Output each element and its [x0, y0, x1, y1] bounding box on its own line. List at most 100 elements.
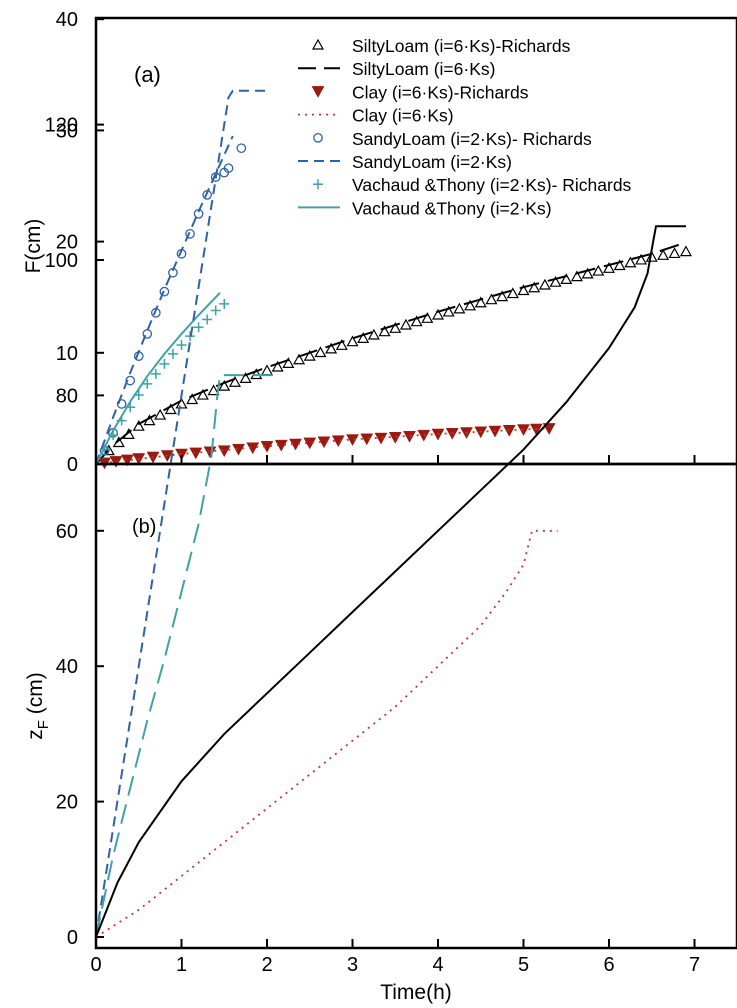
panel-b-ytick-label: 60	[56, 521, 78, 543]
panel-b-ylabel: zF (cm)	[24, 672, 52, 740]
panel-a-series-0-point	[357, 332, 370, 343]
panel-a-series-0-point	[657, 249, 670, 260]
panel-a-series-0-point	[175, 397, 188, 409]
panel-b-xtick-label: 6	[603, 954, 614, 976]
panel-a-series-2-point	[203, 446, 217, 459]
legend-marker-2	[311, 86, 325, 98]
panel-b-ytick-label: 100	[45, 250, 78, 272]
panel-a-series-0-point	[679, 245, 692, 257]
panel-a-series-6-point	[219, 298, 230, 309]
panel-b-xlabel: Time(h)	[380, 981, 452, 1004]
panel-a-series-0-point	[378, 325, 391, 337]
legend-marker-6	[313, 179, 323, 190]
panel-a-series-5-line	[95, 135, 234, 465]
panel-b-series-1-line	[95, 374, 276, 938]
legend-label-5: SandyLoam (i=2·Ks)	[352, 152, 512, 172]
panel-a-series-2-point	[388, 432, 402, 444]
panel-a-series-0-point	[260, 364, 274, 376]
panel-a-series-2-point	[542, 423, 556, 435]
panel-a-series-0-point	[207, 384, 220, 396]
panel-a-series-0-point	[410, 315, 423, 327]
panel-b-ytick-label: 40	[56, 656, 78, 678]
panel-b-frame	[94, 462, 737, 950]
ylabel-sub: F	[35, 720, 52, 729]
panel-b-series-3-line	[95, 529, 558, 938]
panel-a-series-6-point	[142, 378, 153, 389]
panel-a-series-0-point	[346, 335, 359, 347]
panel-a-series-4-point	[185, 228, 195, 239]
legend-label-6: Vachaud &Thony (i=2·Ks)- Richards	[352, 175, 632, 195]
ylabel-tail: (cm)	[24, 672, 47, 720]
panel-a-series-0-point	[389, 322, 402, 333]
panel-b-xtick-label: 2	[261, 954, 272, 976]
panel-a-series-0-point	[282, 357, 295, 368]
legend-label-0: SiltyLoam (i=6·Ks)-Richards	[352, 36, 571, 56]
panel-a-series-0-point	[496, 290, 509, 302]
ylabel-main: z	[24, 729, 47, 740]
panel-a-ytick-label: 30	[56, 120, 78, 142]
panel-a-series-2-point	[189, 447, 203, 460]
panel-a-series-0-point	[538, 278, 551, 290]
panel-a-series-0-point	[668, 247, 681, 259]
panel-a-series-0-point	[164, 403, 177, 415]
panel-a-ytick-label: 10	[56, 343, 78, 365]
panel-a-series-0-point	[325, 342, 338, 354]
panel-a-series-0-point	[250, 368, 263, 380]
panel-a-series-0-point	[367, 328, 380, 340]
panel-a-series-0-point	[196, 388, 209, 400]
panel-a-series-6-point	[193, 322, 204, 333]
panel-a-series-0-point	[602, 262, 616, 273]
panel-b-ytick-label: 80	[56, 385, 78, 407]
panel-a-series-0-point	[474, 296, 487, 308]
panel-b-series-2-line	[95, 225, 686, 938]
panel-b-ytick-label: 20	[56, 792, 78, 814]
panel-a-series-0-point	[613, 259, 626, 271]
panel-a-series-0-point	[431, 308, 445, 320]
panel-a-series-2-point	[403, 430, 416, 443]
panel-a-ytick-label: 20	[56, 232, 78, 254]
panel-a: 0 10 20 30 40 (a) F(cm) SiltyLoam (i=6·Ks)-R…	[22, 9, 737, 476]
panel-a-series-0-point	[303, 349, 316, 361]
panel-a-series-0-point	[506, 287, 519, 299]
panel-a-series-6-point	[202, 314, 213, 325]
panel-b-series-0-line	[95, 89, 267, 938]
panel-a-series-6-point	[210, 305, 221, 316]
panel-a-series-4-point	[159, 286, 170, 297]
panel-a-series-6-point	[167, 348, 178, 359]
panel-a-series-0-point	[517, 284, 530, 296]
panel-a-series-0-point	[399, 318, 412, 330]
panel-a-series-0-point	[624, 256, 637, 268]
panel-a-series-0-point	[271, 360, 284, 372]
panel-a-series-0-point	[442, 305, 455, 317]
panel-a-series-2-point	[246, 442, 260, 455]
panel-a-series-0-point	[485, 293, 498, 305]
legend-marker-0	[311, 38, 325, 50]
legend-label-4: SandyLoam (i=2·Ks)- Richards	[352, 129, 592, 149]
panel-a-series-0-point	[421, 312, 434, 323]
panel-a-series-0-point	[592, 264, 605, 276]
panel-a-series-0-point	[335, 339, 348, 350]
panel-a-series-2-point	[217, 445, 231, 458]
panel-a-series-0-point	[218, 379, 231, 391]
panel-b-xtick-label: 5	[518, 954, 529, 976]
panel-a-series-0-point	[464, 299, 477, 311]
panel-a-series-0-point	[314, 346, 327, 358]
panel-a-ytick-label: 40	[56, 9, 78, 31]
panel-a-series-0-point	[154, 408, 167, 420]
panel-b-ytick-label: 0	[67, 927, 78, 949]
panel-a-series-7-line	[95, 292, 221, 465]
panel-a-series-2-point	[175, 448, 188, 461]
panel-a-series-2-point	[232, 443, 245, 456]
panel-b-xtick-label: 1	[176, 954, 187, 976]
panel-a-series-4-point	[142, 329, 153, 339]
panel-a-series-0-point	[570, 270, 583, 282]
panel-a-series-0-point	[186, 393, 199, 405]
panel-a-series-0-point	[293, 353, 306, 365]
panel-a-series-2-point	[360, 433, 374, 446]
panel-b-label: (b)	[132, 516, 156, 538]
panel-b-xtick-label: 0	[90, 954, 101, 976]
legend-label-2: Clay (i=6·Ks)-Richards	[352, 82, 529, 102]
legend-label-1: SiltyLoam (i=6·Ks)	[352, 59, 495, 79]
panel-a-series-2-point	[374, 432, 388, 445]
